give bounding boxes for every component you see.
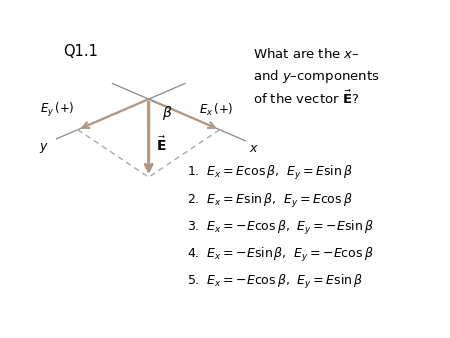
- Text: and $y$–components: and $y$–components: [253, 68, 380, 86]
- Text: What are the $x$–: What are the $x$–: [253, 47, 360, 61]
- Text: $x$: $x$: [249, 142, 259, 155]
- Text: $y$: $y$: [39, 141, 49, 155]
- Text: $E_y\,(+)$: $E_y\,(+)$: [40, 101, 74, 119]
- Text: 4.  $E_x = {-}E\sin\beta$,  $E_y = {-}E\cos\beta$: 4. $E_x = {-}E\sin\beta$, $E_y = {-}E\co…: [187, 246, 374, 264]
- Text: 5.  $E_x = {-}E\cos\beta$,  $E_y = E\sin\beta$: 5. $E_x = {-}E\cos\beta$, $E_y = E\sin\b…: [187, 273, 363, 291]
- Text: 1.  $E_x = E\cos\beta$,  $E_y = E\sin\beta$: 1. $E_x = E\cos\beta$, $E_y = E\sin\beta…: [187, 164, 353, 182]
- Text: $\vec{\mathbf{E}}$: $\vec{\mathbf{E}}$: [156, 135, 167, 154]
- Text: 3.  $E_x = {-}E\cos\beta$,  $E_y = {-}E\sin\beta$: 3. $E_x = {-}E\cos\beta$, $E_y = {-}E\si…: [187, 219, 374, 237]
- Text: Q1.1: Q1.1: [63, 45, 98, 59]
- Text: of the vector $\mathbf{\vec{E}}$?: of the vector $\mathbf{\vec{E}}$?: [253, 90, 360, 107]
- Text: $E_x\,(+)$: $E_x\,(+)$: [199, 102, 234, 118]
- Text: 2.  $E_x = E\sin\beta$,  $E_y = E\cos\beta$: 2. $E_x = E\sin\beta$, $E_y = E\cos\beta…: [187, 192, 353, 210]
- Text: $\beta$: $\beta$: [162, 104, 172, 122]
